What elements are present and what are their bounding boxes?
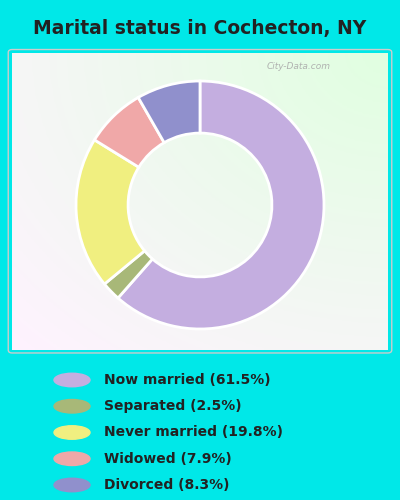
Wedge shape: [118, 81, 324, 329]
Wedge shape: [138, 81, 200, 142]
Text: City-Data.com: City-Data.com: [266, 62, 330, 72]
Circle shape: [54, 478, 90, 492]
Circle shape: [54, 373, 90, 387]
Text: Marital status in Cochecton, NY: Marital status in Cochecton, NY: [33, 19, 367, 38]
Text: Now married (61.5%): Now married (61.5%): [104, 373, 271, 387]
Text: Never married (19.8%): Never married (19.8%): [104, 426, 283, 440]
Text: Separated (2.5%): Separated (2.5%): [104, 399, 242, 413]
Text: Widowed (7.9%): Widowed (7.9%): [104, 452, 232, 466]
Wedge shape: [94, 98, 164, 167]
Text: Divorced (8.3%): Divorced (8.3%): [104, 478, 230, 492]
Wedge shape: [76, 140, 144, 284]
Circle shape: [54, 400, 90, 413]
Wedge shape: [104, 251, 152, 298]
Circle shape: [54, 452, 90, 466]
Circle shape: [54, 426, 90, 439]
